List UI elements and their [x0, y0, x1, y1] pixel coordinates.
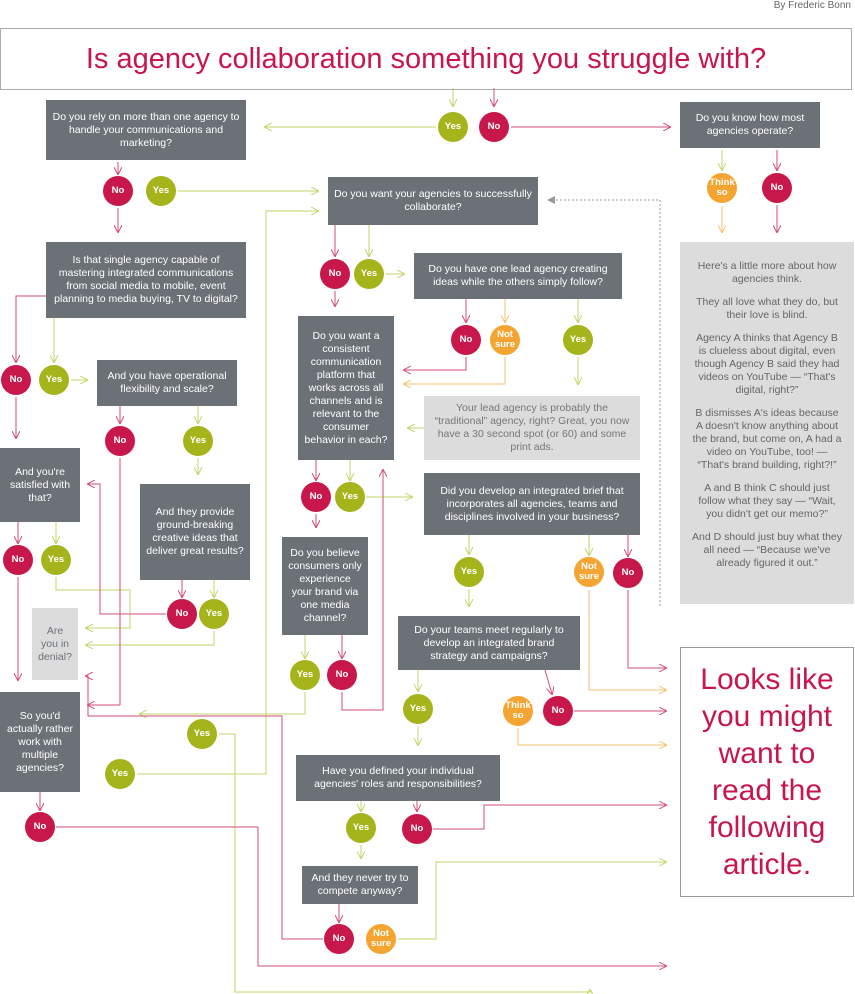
answer-circle: No	[613, 558, 643, 588]
answer-circle: No	[105, 426, 135, 456]
answer-circle: Yes	[146, 176, 176, 206]
question-box: And you're satisfied with that?	[0, 448, 80, 522]
question-box: And they never try to compete anyway?	[302, 866, 418, 904]
answer-circle: No	[327, 660, 357, 690]
info-text: They all love what they do, but their lo…	[696, 296, 838, 321]
answer-circle: Yes	[563, 325, 593, 355]
answer-circle: No	[167, 599, 197, 629]
answer-circle: No	[320, 259, 350, 289]
info-text: A and B think C should just follow what …	[698, 482, 836, 520]
answer-circle: Yes	[346, 813, 376, 843]
answer-circle: No	[402, 814, 432, 844]
answer-circle: Not sure	[366, 924, 396, 954]
info-text: B dismisses A's ideas because A doesn't …	[692, 407, 842, 471]
question-box: Do you want a consistent communication p…	[298, 316, 394, 460]
answer-circle: Yes	[438, 112, 468, 142]
question-box: Do you want your agencies to successfull…	[328, 177, 538, 225]
answer-circle: Yes	[454, 557, 484, 587]
question-box: Do you believe consumers only experience…	[282, 537, 368, 635]
answer-circle: No	[1, 365, 31, 395]
answer-circle: Yes	[290, 660, 320, 690]
question-box: And you have operational flexibility and…	[97, 360, 237, 406]
info-panel: Here's a little more about how agencies …	[680, 242, 854, 604]
answer-circle: Yes	[41, 545, 71, 575]
question-box: And they provide ground-breaking creativ…	[140, 484, 250, 580]
answer-circle: Yes	[354, 259, 384, 289]
answer-circle: Yes	[105, 759, 135, 789]
answer-circle: No	[762, 173, 792, 203]
question-box: Have you defined your individual agencie…	[296, 755, 500, 801]
answer-circle: No	[324, 924, 354, 954]
answer-circle: Yes	[335, 482, 365, 512]
question-box: Do you know how most agencies operate?	[680, 102, 820, 148]
question-box: Do your teams meet regularly to develop …	[398, 616, 580, 670]
answer-circle: Yes	[183, 426, 213, 456]
answer-circle: Yes	[187, 719, 217, 749]
info-text: Agency A thinks that Agency B is clueles…	[694, 332, 840, 396]
answer-circle: Not sure	[490, 325, 520, 355]
question-box: So you'd actually rather work with multi…	[0, 692, 80, 792]
question-box: Did you develop an integrated brief that…	[424, 473, 640, 535]
info-text: Here's a little more about how agencies …	[697, 260, 837, 285]
answer-circle: Yes	[199, 599, 229, 629]
question-box: Do you have one lead agency creating ide…	[414, 253, 622, 299]
result: Looks like you might want to read the fo…	[680, 647, 854, 897]
answer-circle: No	[301, 482, 331, 512]
answer-circle: No	[479, 112, 509, 142]
answer-circle: Yes	[39, 365, 69, 395]
answer-circle: No	[451, 325, 481, 355]
answer-circle: No	[25, 812, 55, 842]
lead-agency-note: Your lead agency is probably the “tradit…	[424, 396, 640, 460]
answer-circle: No	[3, 545, 33, 575]
answer-circle: No	[103, 176, 133, 206]
answer-circle: Not sure	[574, 557, 604, 587]
answer-circle: No	[543, 696, 573, 726]
answer-circle: Yes	[403, 694, 433, 724]
question-box: Do you rely on more than one agency to h…	[46, 100, 246, 160]
question-box: Are you in denial?	[32, 608, 78, 680]
answer-circle: Think so	[503, 696, 533, 726]
question-box: Is that single agency capable of masteri…	[46, 242, 246, 318]
info-text: And D should just buy what they all need…	[692, 531, 843, 569]
title: Is agency collaboration something you st…	[0, 28, 852, 90]
byline: By Frederic Bonn	[773, 0, 851, 11]
answer-circle: Think so	[707, 173, 737, 203]
